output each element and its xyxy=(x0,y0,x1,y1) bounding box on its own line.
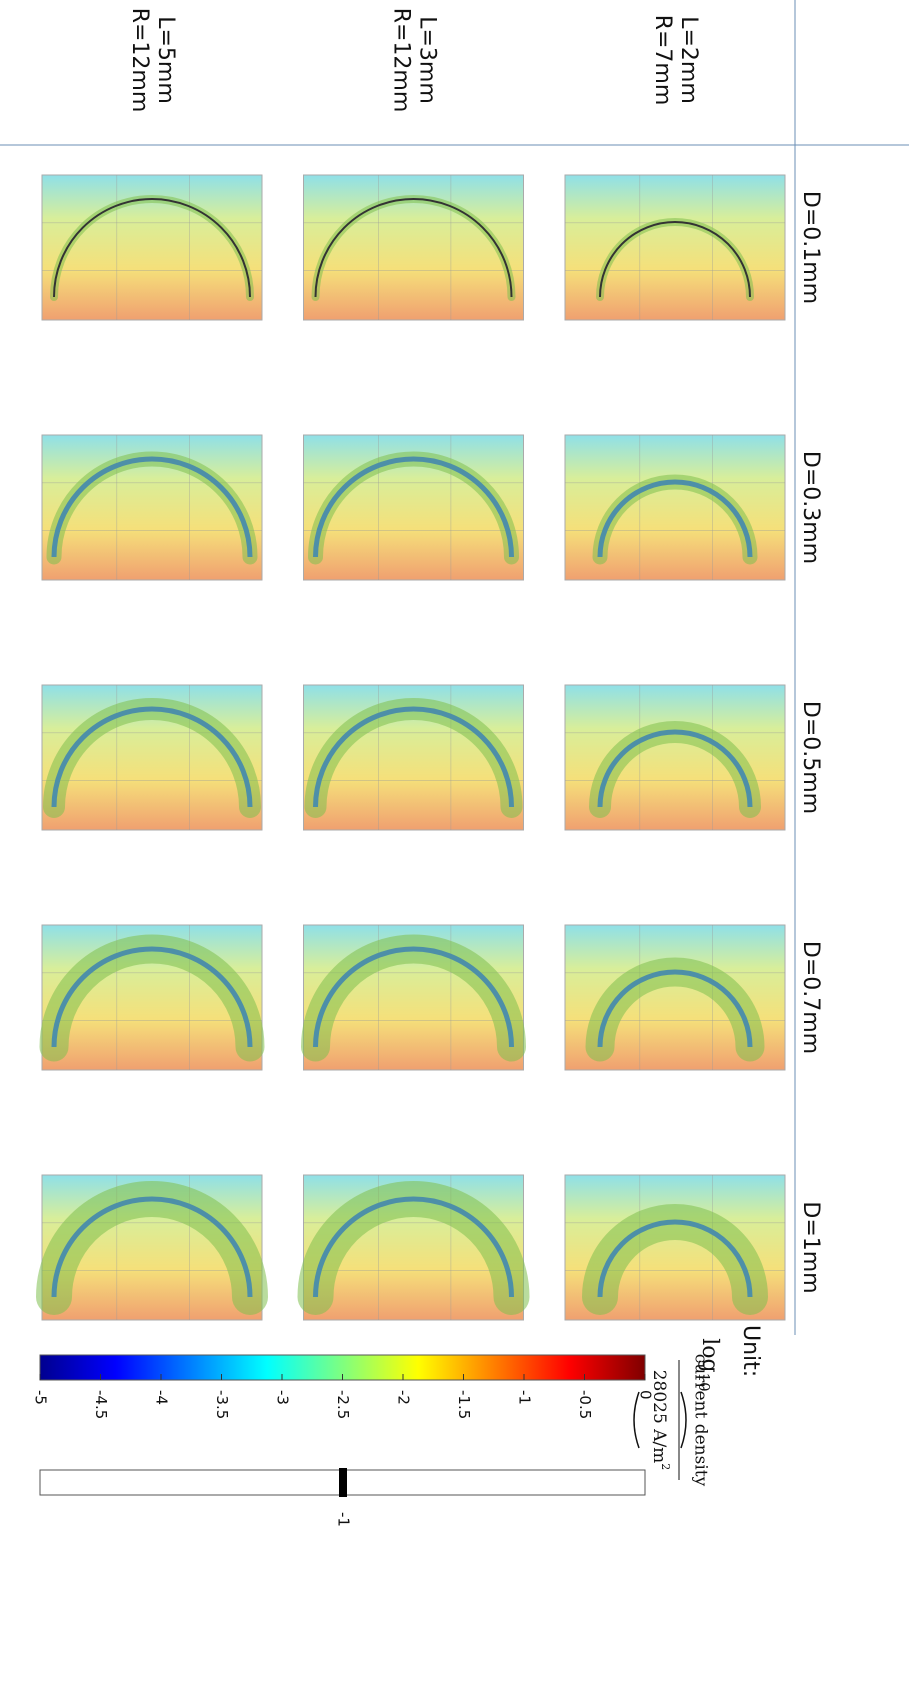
column-header: D=0.3mm xyxy=(798,451,823,564)
colorbar-tick-label: -4 xyxy=(153,1390,171,1405)
colorbar-tick-label: -2.5 xyxy=(334,1390,352,1419)
simulation-image xyxy=(304,925,524,1070)
colorbar-tick-label: -4.5 xyxy=(92,1390,110,1419)
unit-numerator: current density xyxy=(691,1354,711,1487)
simulation-image xyxy=(304,435,524,580)
colorbar-tick-label: -3.5 xyxy=(213,1390,231,1419)
column-header: D=0.1mm xyxy=(798,191,823,304)
colorbar-tick-label: -3 xyxy=(274,1390,292,1405)
simulation-image xyxy=(565,685,785,830)
row-header: L=2mm xyxy=(676,16,701,104)
colorbar-tick-label: -5 xyxy=(32,1390,50,1405)
row-header: R=12mm xyxy=(389,8,414,113)
row-header: R=12mm xyxy=(127,8,152,113)
simulation-image xyxy=(42,685,262,830)
figure: Unit: log10 current density 28025 A/m2 -… xyxy=(0,0,909,1703)
simulation-image xyxy=(42,175,262,320)
simulation-image xyxy=(565,435,785,580)
simulation-image xyxy=(42,925,262,1070)
colorbar-tick-label: -1.5 xyxy=(455,1390,473,1419)
simulation-image xyxy=(304,685,524,830)
paren xyxy=(681,1392,686,1448)
simulation-image xyxy=(304,175,524,320)
colorbar-tick-label: 0 xyxy=(637,1390,655,1400)
unit-denominator: 28025 A/m2 xyxy=(650,1370,673,1471)
column-header: D=0.5mm xyxy=(798,701,823,814)
simulation-image xyxy=(565,1175,785,1320)
colorbar-tick-label: -1 xyxy=(516,1390,534,1405)
isosurface-marker xyxy=(339,1468,347,1497)
simulation-image xyxy=(42,1175,262,1320)
simulation-image xyxy=(42,435,262,580)
row-header: L=3mm xyxy=(415,16,440,104)
isosurface-label: -1 xyxy=(335,1512,353,1527)
row-header: R=7mm xyxy=(650,15,675,106)
row-header: L=5mm xyxy=(153,16,178,104)
column-header: D=0.7mm xyxy=(798,941,823,1054)
column-header: D=1mm xyxy=(798,1201,823,1293)
colorbar-tick-label: -2 xyxy=(395,1390,413,1405)
unit-label: Unit: xyxy=(738,1325,763,1377)
colorbar-tick-label: -0.5 xyxy=(576,1390,594,1419)
simulation-image xyxy=(565,925,785,1070)
simulation-image xyxy=(304,1175,524,1320)
paren xyxy=(634,1392,639,1448)
simulation-image xyxy=(565,175,785,320)
figure-body: Unit: log10 current density 28025 A/m2 -… xyxy=(0,0,909,1527)
